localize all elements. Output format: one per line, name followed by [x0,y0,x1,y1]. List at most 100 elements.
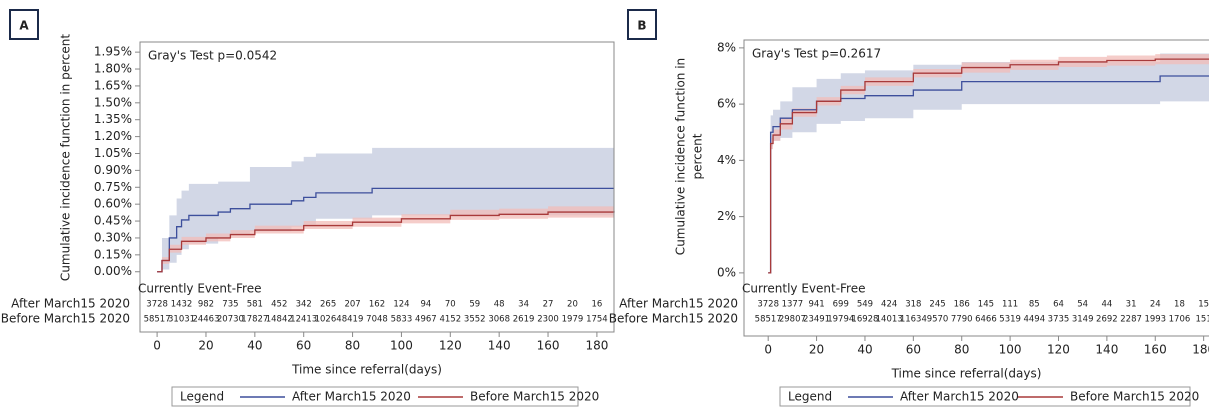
at-risk-value: 4494 [1023,315,1045,325]
panel-label-box [627,9,657,40]
x-axis-label: Time since referral(days) [291,363,442,377]
panel-label-box [9,9,39,40]
at-risk-value: 16928 [851,315,878,325]
at-risk-title: Currently Event-Free [742,282,866,296]
y-tick-label: 1.80% [94,62,132,76]
at-risk-value: 20730 [217,315,244,325]
at-risk-value: 318 [905,300,921,310]
at-risk-value: 58517 [144,315,171,325]
y-tick-label: 4% [717,153,736,167]
x-axis-label: Time since referral(days) [891,367,1042,381]
at-risk-value: 14842 [266,315,293,325]
x-tick-label: 40 [857,343,872,357]
y-tick-label: 8% [717,40,736,54]
at-risk-value: 31031 [168,315,195,325]
x-tick-label: 160 [537,339,560,353]
at-risk-value: 424 [881,300,897,310]
at-risk-value: 1432 [171,300,193,310]
at-risk-value: 207 [344,300,360,310]
at-risk-value: 549 [857,300,873,310]
y-tick-label: 0.30% [94,230,132,244]
at-risk-value: 58517 [755,315,782,325]
at-risk-value: 18 [1174,300,1185,310]
x-tick-label: 20 [198,339,213,353]
at-risk-value: 31 [1126,300,1137,310]
at-risk-value: 3728 [757,300,779,310]
at-risk-value: 6466 [975,315,997,325]
at-risk-value: 982 [198,300,214,310]
annotation: Gray's Test p=0.0542 [148,49,277,63]
panel-label: A [19,19,29,33]
at-risk-value: 452 [271,300,287,310]
step-line [157,210,615,273]
at-risk-value: 111 [1002,300,1018,310]
legend-label: Before March15 2020 [1070,390,1199,404]
legend-label: After March15 2020 [292,390,411,404]
confidence-band [768,53,1209,273]
y-axis-label: Cumulative incidence function in percent [59,34,73,281]
y-tick-label: 1.95% [94,45,132,59]
y-tick-label: 1.05% [94,146,132,160]
y-tick-label: 1.65% [94,78,132,92]
y-tick-label: 2% [717,209,736,223]
x-tick-label: 140 [1095,343,1118,357]
at-risk-value: 23491 [803,315,830,325]
x-tick-label: 120 [439,339,462,353]
y-tick-label: 0.60% [94,197,132,211]
at-risk-value: 14013 [876,315,903,325]
x-tick-label: 0 [764,343,772,357]
y-tick-label: 0.75% [94,180,132,194]
at-risk-row-label: After March15 2020 [11,297,130,311]
y-tick-label: 0.15% [94,247,132,261]
legend-title: Legend [180,390,224,404]
at-risk-value: 3728 [146,300,168,310]
at-risk-value: 70 [445,300,456,310]
x-tick-label: 160 [1144,343,1167,357]
at-risk-value: 27 [543,300,554,310]
at-risk-value: 54 [1077,300,1088,310]
at-risk-value: 20 [567,300,578,310]
legend-box [171,386,579,407]
at-risk-value: 2300 [537,315,559,325]
at-risk-value: 9570 [927,315,949,325]
step-line [157,187,614,273]
at-risk-row-label: After March15 2020 [619,297,738,311]
at-risk-value: 5833 [391,315,413,325]
at-risk-value: 245 [929,300,945,310]
legend-title: Legend [788,390,832,404]
at-risk-row-label: Before March15 2020 [1,312,130,326]
at-risk-value: 7048 [366,315,388,325]
at-risk-value: 151 [1196,315,1209,325]
confidence-band [157,147,614,272]
at-risk-value: 16 [591,300,602,310]
annotation: Gray's Test p=0.2617 [752,47,881,61]
at-risk-value: 8419 [342,315,364,325]
x-tick-label: 40 [247,339,262,353]
y-tick-label: 0.45% [94,214,132,228]
at-risk-value: 2692 [1096,315,1118,325]
at-risk-value: 11634 [900,315,927,325]
at-risk-value: 48 [494,300,505,310]
at-risk-value: 17827 [241,315,268,325]
legend-label: Before March15 2020 [470,390,599,404]
at-risk-value: 4967 [415,315,437,325]
at-risk-value: 265 [320,300,336,310]
step-line [768,58,1209,274]
at-risk-value: 15 [1198,300,1209,310]
at-risk-value: 162 [369,300,385,310]
legend-box [779,386,1191,407]
at-risk-value: 3068 [488,315,510,325]
x-tick-label: 100 [999,343,1022,357]
y-tick-label: 6% [717,97,736,111]
x-tick-label: 180 [1192,343,1209,357]
at-risk-value: 29807 [779,315,806,325]
at-risk-value: 1706 [1169,315,1191,325]
at-risk-value: 2619 [513,315,535,325]
at-risk-row-label: Before March15 2020 [609,312,738,326]
at-risk-value: 19794 [827,315,854,325]
at-risk-value: 1979 [562,315,584,325]
x-tick-label: 60 [906,343,921,357]
at-risk-value: 186 [954,300,970,310]
